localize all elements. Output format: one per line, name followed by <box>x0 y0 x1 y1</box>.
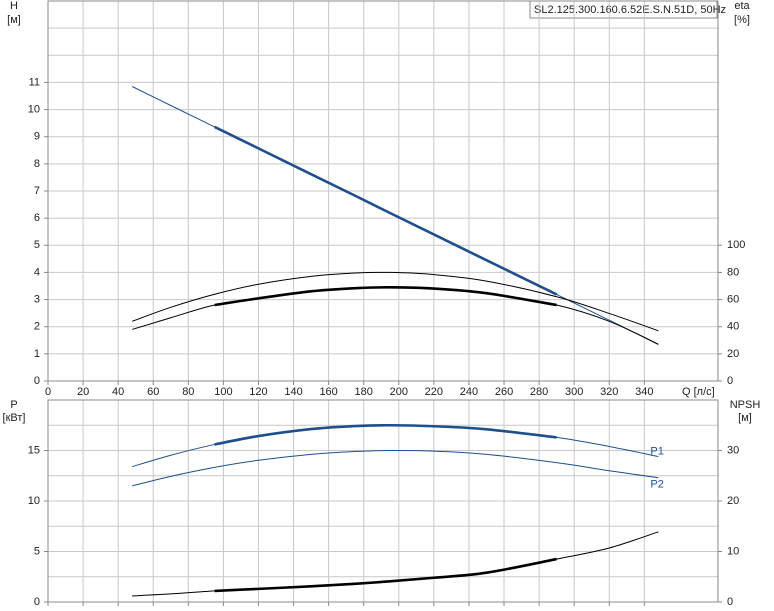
x-tick-label: 180 <box>355 386 373 398</box>
y2-unit: [%] <box>734 14 750 26</box>
operating-range-curve <box>214 286 557 307</box>
x-tick-label: 20 <box>77 386 89 398</box>
x-tick-label: 100 <box>214 386 232 398</box>
x-label: Q [л/с] <box>682 386 715 398</box>
y-tick-label: 5 <box>34 239 40 251</box>
y-tick-label: 0 <box>34 596 40 608</box>
x-tick-label: 260 <box>495 386 513 398</box>
y2-tick-label: 20 <box>727 495 739 507</box>
operating-range-curve <box>214 423 557 446</box>
y-tick-label: 8 <box>34 158 40 170</box>
y2-label: NPSH <box>730 399 761 411</box>
x-tick-label: 280 <box>530 386 548 398</box>
y-unit: [м] <box>7 14 21 26</box>
x-tick-label: 0 <box>45 386 51 398</box>
curve <box>132 449 659 487</box>
y2-tick-label: 100 <box>727 239 745 251</box>
x-tick-label: 160 <box>319 386 337 398</box>
y2-tick-label: 40 <box>727 321 739 333</box>
y2-tick-label: 80 <box>727 266 739 278</box>
y2-tick-label: 30 <box>727 444 739 456</box>
x-tick-label: 60 <box>147 386 159 398</box>
chart-title: SL2.125.300.160.6.52E.S.N.51D, 50Hz <box>534 4 726 16</box>
curve <box>132 531 659 597</box>
curve <box>132 286 659 345</box>
x-tick-label: 80 <box>182 386 194 398</box>
x-tick-label: 340 <box>635 386 653 398</box>
y-tick-label: 9 <box>34 131 40 143</box>
x-tick-label: 40 <box>112 386 124 398</box>
y-tick-label: 10 <box>28 495 40 507</box>
x-tick-label: 220 <box>425 386 443 398</box>
y-tick-label: 2 <box>34 321 40 333</box>
y-tick-label: 7 <box>34 185 40 197</box>
y-tick-label: 1 <box>34 348 40 360</box>
x-tick-label: 320 <box>600 386 618 398</box>
y-tick-label: 11 <box>29 76 40 88</box>
y-tick-label: 3 <box>34 293 40 305</box>
y-label: H <box>10 0 18 12</box>
y-unit: [кВт] <box>3 412 26 424</box>
series-label: P1 <box>650 445 663 457</box>
y2-label: eta <box>734 0 750 12</box>
y2-tick-label: 60 <box>727 293 739 305</box>
x-tick-label: 300 <box>565 386 583 398</box>
operating-range-curve <box>214 125 558 296</box>
curve-layer <box>131 86 659 597</box>
y2-tick-label: 0 <box>727 375 733 387</box>
y2-tick-label: 20 <box>727 348 739 360</box>
y2-unit: [м] <box>738 412 752 424</box>
series-label: P2 <box>650 479 663 491</box>
y-label: P <box>10 399 17 411</box>
y-tick-label: 6 <box>34 212 40 224</box>
plot-frame <box>47 399 719 603</box>
curve <box>132 271 659 332</box>
x-tick-label: 120 <box>249 386 267 398</box>
y-tick-label: 0 <box>34 375 40 387</box>
y-tick-label: 15 <box>28 444 40 456</box>
x-tick-label: 200 <box>390 386 408 398</box>
curve <box>132 424 659 468</box>
operating-range-curve <box>214 557 557 593</box>
y2-tick-label: 0 <box>727 596 733 608</box>
y-tick-label: 4 <box>34 266 40 278</box>
grid-layer <box>44 0 722 606</box>
y-tick-label: 5 <box>34 545 40 557</box>
y2-tick-label: 10 <box>727 545 739 557</box>
x-tick-label: 140 <box>284 386 302 398</box>
plot-frame <box>47 0 719 382</box>
y-tick-label: 10 <box>28 103 40 115</box>
x-tick-label: 240 <box>460 386 478 398</box>
